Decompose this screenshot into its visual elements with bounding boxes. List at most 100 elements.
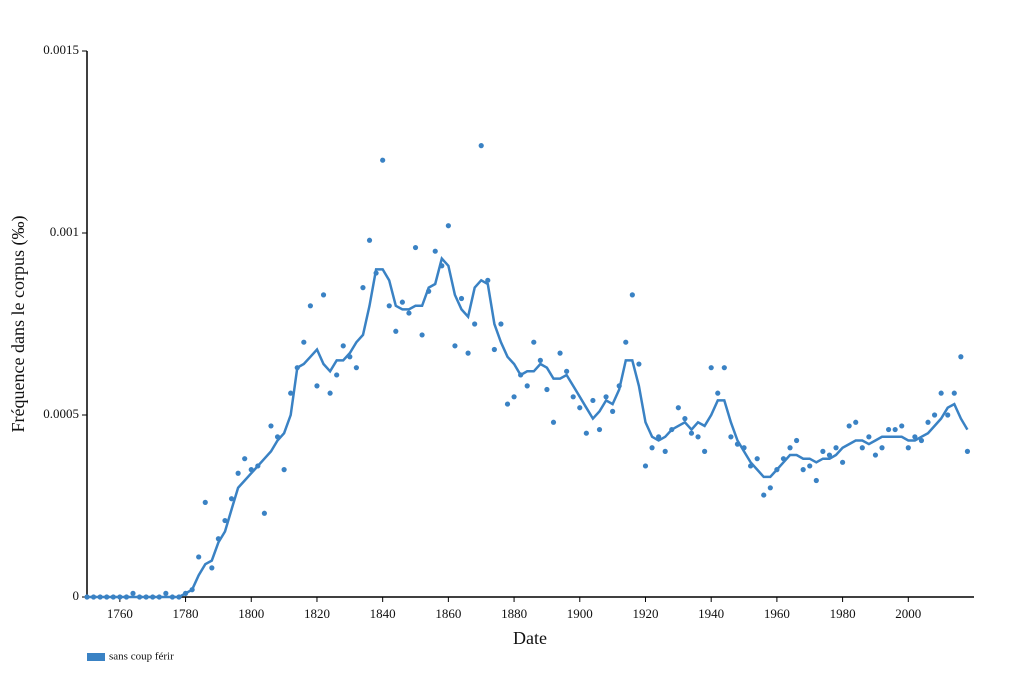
data-point (695, 434, 701, 440)
data-point (774, 467, 780, 473)
data-point (610, 408, 616, 414)
data-point (504, 401, 511, 407)
data-point (235, 470, 241, 476)
data-point (623, 339, 629, 345)
data-point (616, 383, 622, 389)
data-point (925, 419, 931, 425)
data-point (550, 419, 557, 425)
data-point (426, 288, 432, 294)
data-point (130, 590, 136, 596)
x-tick-label: 2000 (895, 606, 921, 621)
data-point (84, 594, 90, 600)
data-point (721, 365, 727, 371)
data-point (511, 394, 517, 400)
data-point (642, 463, 649, 469)
data-point (301, 339, 307, 345)
data-point (958, 354, 964, 360)
data-point (931, 412, 938, 418)
data-point (656, 434, 662, 440)
y-tick-label: 0.0005 (43, 406, 79, 421)
data-point (728, 434, 734, 440)
trend-line (87, 255, 969, 599)
data-point (334, 372, 340, 378)
data-point (905, 445, 911, 451)
data-point (596, 426, 603, 433)
data-point (281, 467, 287, 473)
data-point (386, 303, 392, 309)
data-point (458, 295, 465, 302)
data-point (662, 448, 668, 454)
data-point (104, 594, 110, 600)
data-point (780, 456, 787, 462)
data-point (682, 416, 688, 422)
legend-label: sans coup férir (109, 651, 174, 663)
data-point (360, 285, 366, 291)
data-point (846, 423, 852, 429)
data-point (531, 339, 537, 345)
data-point (353, 365, 359, 371)
x-tick-label: 1960 (764, 606, 790, 621)
data-point (518, 372, 524, 378)
data-point (859, 445, 865, 451)
x-tick-label: 1840 (370, 606, 396, 621)
data-point (754, 456, 760, 462)
data-point (478, 143, 484, 149)
data-point (794, 437, 800, 444)
x-tick-label: 1820 (304, 606, 330, 621)
data-point (242, 456, 248, 462)
data-point (649, 445, 655, 451)
x-axis-title: Date (513, 628, 547, 648)
data-point (590, 397, 596, 404)
data-point (938, 390, 944, 396)
data-point (853, 419, 859, 425)
data-point (452, 343, 458, 349)
data-point (833, 445, 839, 451)
x-tick-label: 1920 (632, 606, 658, 621)
data-point (366, 237, 373, 243)
data-point (491, 346, 497, 353)
data-point (899, 423, 905, 429)
x-tick-label: 1880 (501, 606, 527, 621)
data-point (327, 390, 333, 396)
x-tick-label: 1900 (567, 606, 593, 621)
data-point (117, 594, 123, 600)
data-point (268, 423, 274, 429)
y-axis-title: Fréquence dans le corpus (‰) (8, 216, 29, 433)
data-point (885, 426, 892, 433)
data-point (215, 536, 222, 542)
data-point (432, 248, 438, 254)
y-tick-label: 0 (73, 588, 80, 603)
data-point (636, 361, 642, 367)
data-point (544, 386, 550, 393)
x-tick-label: 1940 (698, 606, 724, 621)
data-point (761, 492, 767, 498)
data-point (918, 437, 925, 444)
data-point (813, 477, 819, 484)
data-point (748, 463, 754, 469)
data-point (564, 368, 570, 374)
data-point (688, 430, 695, 436)
data-point (412, 244, 419, 251)
data-point (261, 510, 267, 516)
data-point (951, 390, 957, 396)
data-point (347, 354, 353, 360)
data-point (90, 594, 97, 600)
data-point (537, 357, 543, 363)
y-tick-label: 0.001 (50, 224, 79, 239)
data-point (787, 445, 793, 451)
data-point (839, 459, 846, 465)
data-point (603, 394, 609, 400)
data-point (274, 434, 281, 440)
data-point (176, 594, 182, 600)
data-point (294, 365, 300, 371)
data-point (872, 452, 879, 458)
data-point (524, 383, 530, 389)
data-point (202, 499, 208, 505)
data-point (123, 594, 130, 600)
data-point (472, 321, 478, 327)
data-point (708, 365, 714, 371)
data-point (498, 321, 504, 327)
data-point (577, 405, 583, 411)
data-point (314, 383, 320, 389)
